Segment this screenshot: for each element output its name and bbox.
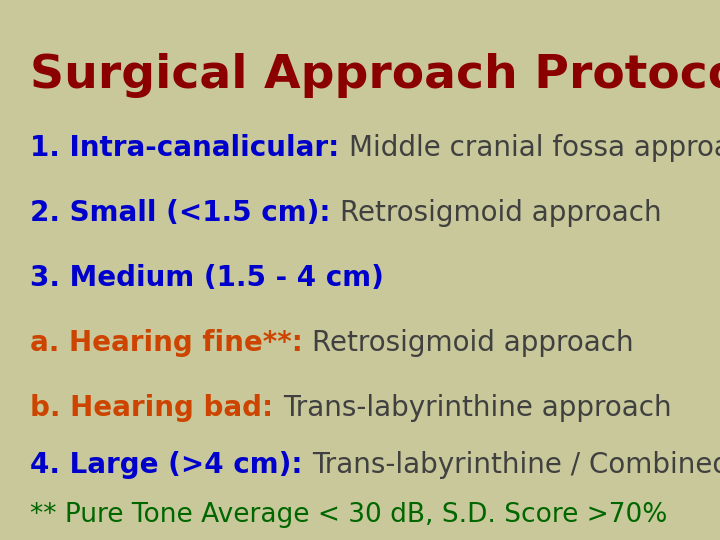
Text: 1. Intra-canalicular:: 1. Intra-canalicular: bbox=[30, 134, 349, 162]
Text: Trans-labyrinthine approach: Trans-labyrinthine approach bbox=[283, 394, 671, 422]
Text: b. Hearing bad:: b. Hearing bad: bbox=[30, 394, 283, 422]
Text: 3. Medium (1.5 - 4 cm): 3. Medium (1.5 - 4 cm) bbox=[30, 264, 384, 292]
Text: Retrosigmoid approach: Retrosigmoid approach bbox=[312, 329, 634, 357]
Text: Surgical Approach Protocol: Surgical Approach Protocol bbox=[30, 52, 720, 98]
Text: a. Hearing fine**:: a. Hearing fine**: bbox=[30, 329, 312, 357]
Text: ** Pure Tone Average < 30 dB, S.D. Score >70%: ** Pure Tone Average < 30 dB, S.D. Score… bbox=[30, 502, 667, 528]
Text: Trans-labyrinthine / Combined: Trans-labyrinthine / Combined bbox=[312, 451, 720, 479]
Text: 2. Small (<1.5 cm):: 2. Small (<1.5 cm): bbox=[30, 199, 340, 227]
Text: 4. Large (>4 cm):: 4. Large (>4 cm): bbox=[30, 451, 312, 479]
Text: Middle cranial fossa approach: Middle cranial fossa approach bbox=[349, 134, 720, 162]
Text: Retrosigmoid approach: Retrosigmoid approach bbox=[340, 199, 662, 227]
